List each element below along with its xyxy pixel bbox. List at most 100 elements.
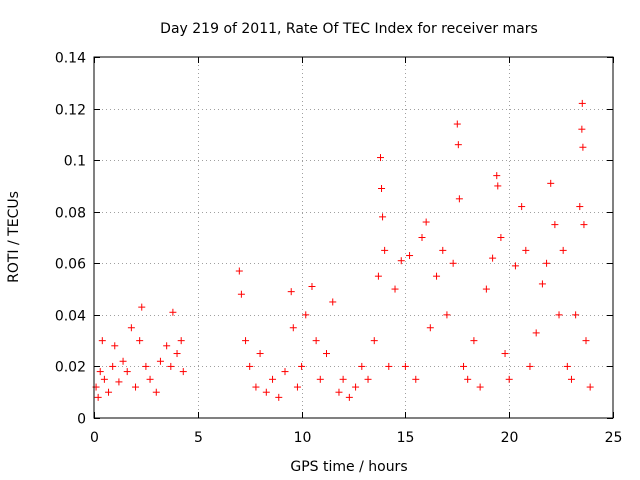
data-point	[518, 203, 526, 211]
data-point	[455, 195, 463, 203]
data-point	[426, 324, 434, 332]
data-point	[460, 362, 468, 370]
data-point	[580, 221, 588, 229]
data-point	[489, 254, 497, 262]
data-point	[339, 375, 347, 383]
data-point	[582, 337, 590, 345]
x-tick-label: 0	[90, 430, 99, 446]
data-point	[146, 375, 154, 383]
data-point	[262, 388, 270, 396]
data-point	[501, 350, 509, 358]
data-point	[298, 362, 306, 370]
data-point	[538, 280, 546, 288]
data-point	[169, 308, 177, 316]
data-point	[464, 375, 472, 383]
data-point	[163, 342, 171, 350]
data-point	[579, 143, 587, 151]
data-point	[586, 383, 594, 391]
data-point	[281, 368, 289, 376]
data-point	[578, 99, 586, 107]
x-tick-label: 25	[605, 430, 623, 446]
y-tick-label: 0.08	[55, 206, 86, 222]
data-point	[138, 303, 146, 311]
data-point	[323, 350, 331, 358]
data-point	[567, 375, 575, 383]
data-point	[433, 272, 441, 280]
data-point	[381, 246, 389, 254]
data-point	[412, 375, 420, 383]
data-point	[235, 267, 243, 275]
data-point	[493, 172, 501, 180]
data-point	[397, 257, 405, 265]
data-point	[316, 375, 324, 383]
data-point	[443, 311, 451, 319]
data-point	[98, 337, 106, 345]
data-point	[526, 362, 534, 370]
data-point	[494, 182, 502, 190]
data-point	[406, 252, 414, 260]
data-point	[378, 185, 386, 193]
data-point	[132, 383, 140, 391]
data-point	[401, 362, 409, 370]
data-point	[559, 246, 567, 254]
y-tick-label: 0.14	[55, 51, 86, 67]
data-point	[173, 350, 181, 358]
x-axis-label: GPS time / hours	[290, 459, 407, 475]
data-point	[167, 362, 175, 370]
x-tick-label: 5	[194, 430, 203, 446]
data-point	[572, 311, 580, 319]
data-point	[142, 362, 150, 370]
y-tick-label: 0.04	[55, 309, 86, 325]
chart-title: Day 219 of 2011, Rate Of TEC Index for r…	[160, 21, 538, 37]
data-point	[547, 179, 555, 187]
data-point	[476, 383, 484, 391]
data-point	[364, 375, 372, 383]
data-point	[302, 311, 310, 319]
data-point	[543, 259, 551, 267]
data-point	[329, 298, 337, 306]
data-point	[289, 324, 297, 332]
y-tick-label: 0.06	[55, 257, 86, 273]
data-point	[418, 234, 426, 241]
data-point	[275, 393, 283, 401]
data-point	[453, 120, 461, 128]
x-tick-label: 10	[294, 430, 312, 446]
data-point	[335, 388, 343, 396]
data-point	[179, 368, 187, 376]
data-points	[92, 99, 594, 401]
data-point	[422, 218, 430, 226]
data-point	[109, 362, 117, 370]
data-point	[439, 246, 447, 254]
data-point	[578, 125, 586, 133]
data-point	[246, 362, 254, 370]
y-tick-label: 0.12	[55, 103, 86, 119]
x-tick-label: 20	[501, 430, 519, 446]
data-point	[482, 285, 490, 293]
data-point	[94, 393, 102, 401]
y-tick-labels: 0 0.02 0.04 0.06 0.08 0.1 0.12 0.14	[55, 51, 86, 428]
data-point	[358, 362, 366, 370]
data-point	[269, 375, 277, 383]
data-point	[551, 221, 559, 229]
data-point	[308, 282, 316, 290]
data-point	[96, 368, 104, 376]
data-point	[352, 383, 360, 391]
data-point	[287, 288, 295, 296]
y-tick-label: 0.02	[55, 360, 86, 376]
data-point	[123, 368, 131, 376]
data-point	[505, 375, 513, 383]
data-point	[449, 259, 457, 267]
axis-ticks	[94, 57, 614, 419]
data-point	[385, 362, 393, 370]
data-point	[156, 357, 164, 365]
data-point	[391, 285, 399, 293]
data-point	[454, 141, 462, 149]
data-point	[293, 383, 301, 391]
data-point	[576, 203, 584, 211]
data-point	[312, 337, 320, 345]
data-point	[242, 337, 250, 345]
y-tick-label: 0.1	[64, 154, 86, 170]
data-point	[345, 393, 353, 401]
data-point	[111, 342, 119, 350]
